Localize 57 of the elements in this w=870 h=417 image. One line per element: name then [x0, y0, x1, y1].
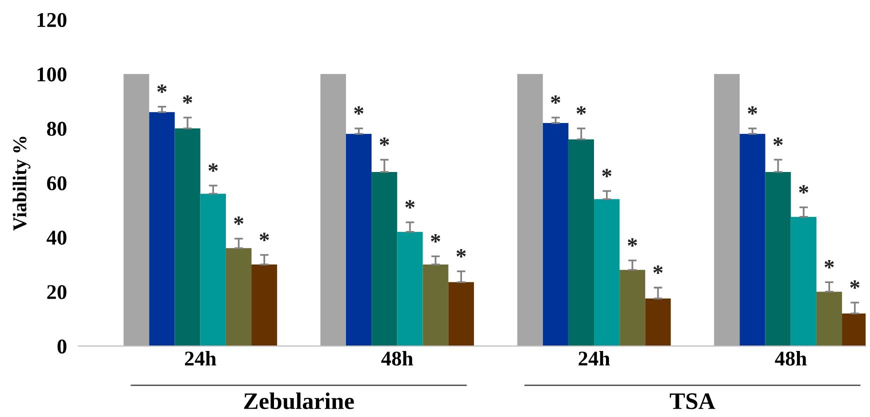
- bar: [568, 139, 594, 346]
- y-tick-label: 40: [46, 230, 66, 245]
- bar: [542, 122, 568, 346]
- bar: [372, 172, 398, 346]
- data-label: *: [380, 138, 390, 146]
- bar: [124, 74, 150, 346]
- text: TSA: [670, 393, 716, 410]
- y-tick-label: 120: [38, 12, 66, 28]
- data-label: *: [653, 265, 663, 274]
- bar: [765, 172, 791, 346]
- y-axis-title: Viability %: [12, 136, 30, 231]
- bar: [645, 298, 671, 346]
- data-label: *: [576, 106, 586, 115]
- data-label: *: [824, 260, 834, 268]
- data-label: *: [405, 200, 415, 209]
- bar: [422, 264, 448, 346]
- y-tick-label: 60: [47, 176, 66, 190]
- bar: [620, 270, 646, 346]
- bar: [226, 248, 252, 346]
- bar: [816, 292, 842, 346]
- data-label: *: [182, 95, 192, 104]
- y-tick-label: 20: [47, 285, 66, 300]
- data-label: *: [748, 106, 758, 115]
- data-label: *: [628, 238, 638, 247]
- y-tick-label: 0: [58, 339, 66, 354]
- bar: [740, 134, 766, 346]
- x-tick-label: 48h: [774, 350, 807, 366]
- bar: [149, 112, 175, 346]
- x-tick-label: 24h: [185, 350, 216, 366]
- bar: [252, 264, 278, 346]
- bar: [346, 134, 372, 346]
- text: Zebularine: [244, 392, 354, 410]
- bar: [714, 74, 740, 346]
- data-label: *: [234, 216, 244, 225]
- y-tick-label: 80: [47, 122, 66, 136]
- data-label: *: [354, 106, 364, 115]
- data-label: *: [551, 95, 560, 104]
- data-label: *: [799, 185, 808, 194]
- data-label: *: [157, 84, 167, 93]
- bar: [397, 232, 423, 346]
- bar: [320, 74, 346, 346]
- data-label: *: [773, 138, 783, 146]
- data-label: *: [456, 249, 466, 258]
- data-label: *: [602, 168, 612, 178]
- bar: [790, 216, 816, 346]
- bar: [594, 199, 620, 346]
- bar: [448, 282, 474, 346]
- x-tick-label: 48h: [381, 350, 414, 366]
- bar: [200, 194, 226, 346]
- data-label: *: [430, 234, 440, 243]
- bar: [517, 74, 543, 346]
- data-label: *: [850, 280, 860, 289]
- bar: [174, 128, 200, 346]
- x-tick-label: 24h: [578, 350, 610, 366]
- y-tick-label: 100: [38, 67, 66, 82]
- data-label: *: [208, 163, 218, 172]
- data-label: *: [260, 232, 269, 242]
